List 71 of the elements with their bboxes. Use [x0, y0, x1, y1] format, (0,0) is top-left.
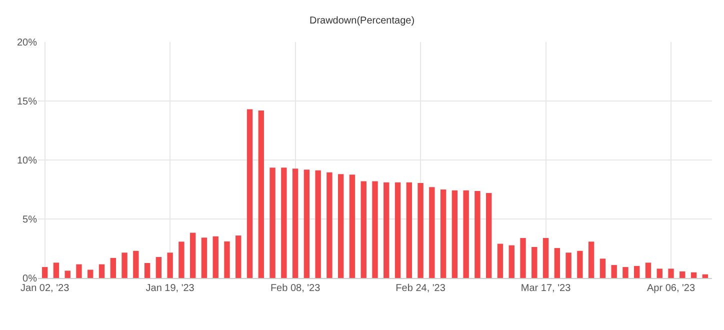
- bar: [315, 170, 321, 278]
- bar: [281, 168, 287, 278]
- bar: [611, 265, 617, 278]
- bar: [440, 190, 446, 278]
- bar: [486, 193, 492, 278]
- bar: [360, 181, 366, 278]
- bar: [384, 182, 390, 278]
- bar: [463, 190, 469, 278]
- x-tick-label: Feb 24, '23: [396, 283, 446, 294]
- bar: [236, 236, 242, 278]
- bar: [418, 183, 424, 278]
- bar: [702, 274, 708, 278]
- bar: [520, 238, 526, 278]
- x-tick-label: Mar 17, '23: [520, 283, 572, 294]
- bar: [292, 168, 298, 278]
- bar: [190, 232, 196, 278]
- bar: [224, 241, 230, 278]
- y-tick-label: 0%: [22, 274, 38, 284]
- bar: [98, 264, 105, 278]
- bar: [532, 246, 538, 278]
- bar: [133, 250, 139, 278]
- bar: [167, 252, 173, 278]
- bar: [201, 238, 208, 278]
- bar: [270, 168, 276, 278]
- bar: [508, 245, 514, 278]
- x-tick-label: Apr 06, '23: [646, 283, 696, 294]
- x-tick-label: Jan 19, '23: [146, 283, 195, 294]
- bar: [156, 257, 162, 278]
- bar: [452, 190, 458, 278]
- bar: [304, 170, 310, 278]
- bar: [656, 268, 662, 278]
- bar: [372, 181, 378, 278]
- bar: [634, 266, 640, 278]
- bar: [542, 238, 549, 278]
- y-tick-label: 10%: [16, 156, 38, 166]
- bar: [622, 267, 628, 278]
- bar: [668, 268, 674, 278]
- bar: [394, 182, 401, 278]
- bar: [53, 262, 60, 278]
- bar: [600, 258, 606, 278]
- bar: [76, 264, 82, 278]
- x-tick-label: Jan 02, '23: [20, 283, 70, 294]
- bar: [110, 258, 116, 278]
- bar: [577, 250, 583, 278]
- bar: [474, 191, 480, 278]
- bar: [349, 174, 356, 278]
- bar: [178, 242, 184, 278]
- chart-title: Drawdown(Percentage): [309, 16, 415, 26]
- bar: [88, 270, 94, 278]
- y-tick-label: 20%: [16, 38, 38, 48]
- x-tick-label: Feb 08, '23: [270, 283, 321, 294]
- bar: [42, 267, 48, 278]
- bar: [566, 252, 572, 278]
- bar: [212, 236, 218, 278]
- bar: [326, 172, 332, 278]
- bar: [258, 110, 264, 278]
- bar: [122, 252, 128, 278]
- bar: [338, 174, 344, 278]
- bar: [144, 263, 150, 278]
- bar: [588, 242, 594, 278]
- bar: [406, 182, 412, 278]
- bar: [497, 244, 504, 278]
- bar: [64, 270, 70, 278]
- bar: [680, 271, 686, 278]
- y-tick-label: 5%: [22, 214, 38, 226]
- bar: [645, 262, 652, 278]
- bar: [429, 187, 435, 278]
- bar: [554, 248, 560, 278]
- bar: [690, 272, 697, 278]
- y-tick-label: 15%: [16, 96, 38, 108]
- bar: [246, 109, 253, 278]
